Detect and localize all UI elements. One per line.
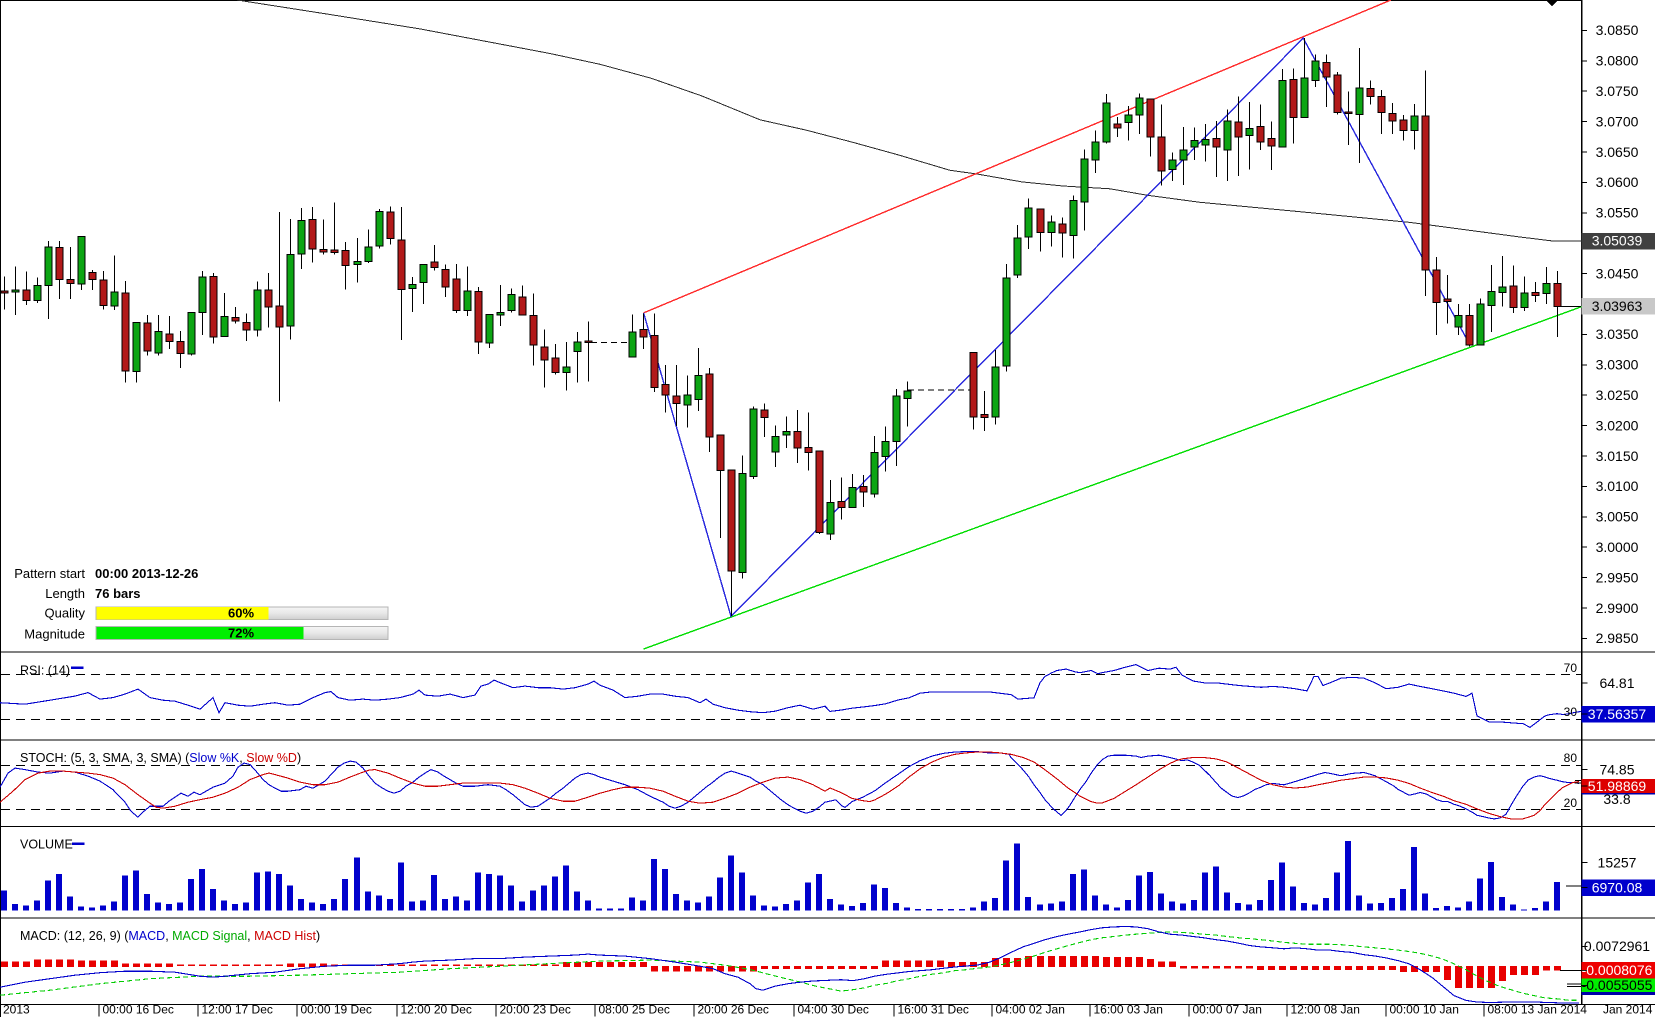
- svg-text:3.0850: 3.0850: [1596, 22, 1639, 38]
- svg-text:2.9950: 2.9950: [1596, 569, 1639, 585]
- svg-text:80: 80: [1564, 751, 1578, 765]
- svg-text:3.0600: 3.0600: [1596, 174, 1639, 190]
- svg-text:16:00 03 Jan: 16:00 03 Jan: [1094, 1003, 1163, 1017]
- svg-text:30: 30: [1564, 705, 1578, 719]
- svg-text:08:00 25 Dec: 08:00 25 Dec: [599, 1003, 670, 1017]
- svg-text:76 bars: 76 bars: [95, 586, 141, 601]
- svg-text:Jan 2014: Jan 2014: [1603, 1003, 1653, 1017]
- svg-text:0.0072961: 0.0072961: [1584, 938, 1650, 954]
- svg-text:2013: 2013: [3, 1003, 30, 1017]
- svg-text:08:00 13 Jan 2014: 08:00 13 Jan 2014: [1488, 1003, 1588, 1017]
- svg-text:Magnitude: Magnitude: [24, 627, 85, 642]
- svg-text:3.0350: 3.0350: [1596, 326, 1639, 342]
- svg-text:20: 20: [1564, 796, 1578, 810]
- svg-text:-0.0008076: -0.0008076: [1582, 962, 1653, 978]
- svg-text:3.0750: 3.0750: [1596, 83, 1639, 99]
- svg-text:70: 70: [1564, 661, 1578, 675]
- svg-text:Quality: Quality: [45, 606, 86, 621]
- svg-text:RSI: (14): RSI: (14): [20, 664, 70, 678]
- svg-text:3.0550: 3.0550: [1596, 205, 1639, 221]
- svg-text:3.0100: 3.0100: [1596, 478, 1639, 494]
- svg-text:00:00 19 Dec: 00:00 19 Dec: [301, 1003, 372, 1017]
- svg-text:12:00 17 Dec: 12:00 17 Dec: [202, 1003, 273, 1017]
- svg-text:-0.0055055: -0.0055055: [1582, 977, 1653, 993]
- svg-text:00:00 07 Jan: 00:00 07 Jan: [1193, 1003, 1262, 1017]
- svg-text:3.05039: 3.05039: [1592, 233, 1643, 249]
- svg-text:2.9900: 2.9900: [1596, 600, 1639, 616]
- svg-text:12:00 20 Dec: 12:00 20 Dec: [401, 1003, 472, 1017]
- svg-text:3.0250: 3.0250: [1596, 387, 1639, 403]
- svg-text:3.0700: 3.0700: [1596, 113, 1639, 129]
- svg-text:16:00 31 Dec: 16:00 31 Dec: [898, 1003, 969, 1017]
- svg-text:3.0050: 3.0050: [1596, 509, 1639, 525]
- svg-text:3.0000: 3.0000: [1596, 539, 1639, 555]
- svg-text:37.56357: 37.56357: [1588, 706, 1647, 722]
- svg-text:VOLUME: VOLUME: [20, 838, 73, 852]
- svg-text:74.85: 74.85: [1599, 761, 1634, 777]
- svg-text:MACD: (12, 26, 9) (MACD, MACD: MACD: (12, 26, 9) (MACD, MACD Signal, MA…: [20, 929, 320, 943]
- svg-text:3.0650: 3.0650: [1596, 144, 1639, 160]
- svg-text:Length: Length: [45, 586, 85, 601]
- svg-text:60%: 60%: [228, 606, 254, 621]
- svg-text:6970.08: 6970.08: [1592, 879, 1643, 895]
- svg-text:00:00 10 Jan: 00:00 10 Jan: [1390, 1003, 1459, 1017]
- svg-text:00:00 2013-12-26: 00:00 2013-12-26: [95, 566, 198, 581]
- svg-text:20:00 26 Dec: 20:00 26 Dec: [698, 1003, 769, 1017]
- svg-text:3.0300: 3.0300: [1596, 357, 1639, 373]
- svg-text:72%: 72%: [228, 625, 254, 640]
- svg-text:3.0450: 3.0450: [1596, 265, 1639, 281]
- svg-text:04:00 30 Dec: 04:00 30 Dec: [798, 1003, 869, 1017]
- svg-text:STOCH: (5, 3, SMA, 3, SMA) (Sl: STOCH: (5, 3, SMA, 3, SMA) (Slow %K, Slo…: [20, 751, 301, 765]
- svg-text:20:00 23 Dec: 20:00 23 Dec: [500, 1003, 571, 1017]
- svg-text:12:00 08 Jan: 12:00 08 Jan: [1291, 1003, 1360, 1017]
- svg-text:Pattern start: Pattern start: [14, 566, 85, 581]
- svg-text:3.0200: 3.0200: [1596, 417, 1639, 433]
- svg-text:00:00 16 Dec: 00:00 16 Dec: [103, 1003, 174, 1017]
- svg-text:3.0150: 3.0150: [1596, 448, 1639, 464]
- svg-text:3.0800: 3.0800: [1596, 53, 1639, 69]
- svg-text:04:00 02 Jan: 04:00 02 Jan: [996, 1003, 1065, 1017]
- svg-text:64.81: 64.81: [1599, 675, 1634, 691]
- svg-text:2.9850: 2.9850: [1596, 630, 1639, 646]
- svg-text:33.8: 33.8: [1603, 791, 1630, 807]
- svg-text:3.03963: 3.03963: [1592, 298, 1643, 314]
- svg-text:15257: 15257: [1598, 854, 1637, 870]
